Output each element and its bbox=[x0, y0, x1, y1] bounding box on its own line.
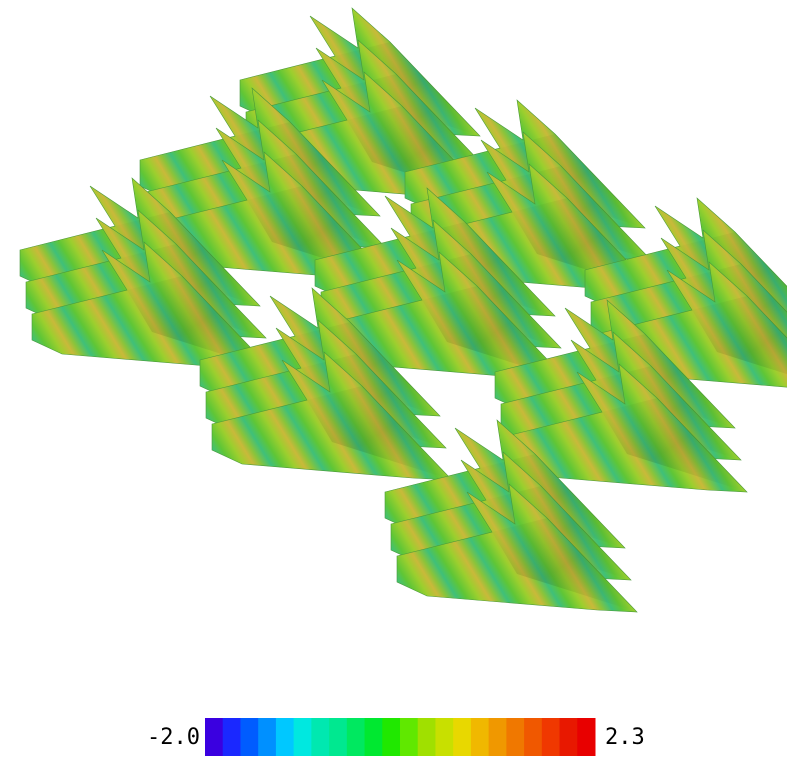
colorbar bbox=[205, 718, 596, 756]
colorbar-band bbox=[435, 718, 453, 756]
colorbar-band bbox=[471, 718, 489, 756]
visualization: -2.0 2.3 bbox=[0, 0, 787, 757]
colorbar-band bbox=[453, 718, 471, 756]
colorbar-band bbox=[418, 718, 436, 756]
colorbar-band bbox=[365, 718, 383, 756]
colorbar-band bbox=[347, 718, 365, 756]
colorbar-band bbox=[276, 718, 294, 756]
page: {"colorbar": {"min_label": "-2.0", "max_… bbox=[0, 0, 787, 757]
colorbar-band bbox=[240, 718, 258, 756]
wing-stacks bbox=[20, 8, 787, 612]
colorbar-min-label: -2.0 bbox=[147, 725, 200, 750]
colorbar-band bbox=[258, 718, 276, 756]
colorbar-band bbox=[400, 718, 418, 756]
colorbar-band bbox=[311, 718, 329, 756]
colorbar-band bbox=[382, 718, 400, 756]
colorbar-band bbox=[223, 718, 241, 756]
colorbar-band bbox=[506, 718, 524, 756]
colorbar-band bbox=[542, 718, 560, 756]
colorbar-max-label: 2.3 bbox=[605, 725, 645, 750]
colorbar-band bbox=[294, 718, 312, 756]
colorbar-band bbox=[524, 718, 542, 756]
colorbar-band bbox=[205, 718, 223, 756]
colorbar-band bbox=[560, 718, 578, 756]
colorbar-band bbox=[329, 718, 347, 756]
colorbar-band bbox=[577, 718, 595, 756]
colorbar-band bbox=[489, 718, 507, 756]
